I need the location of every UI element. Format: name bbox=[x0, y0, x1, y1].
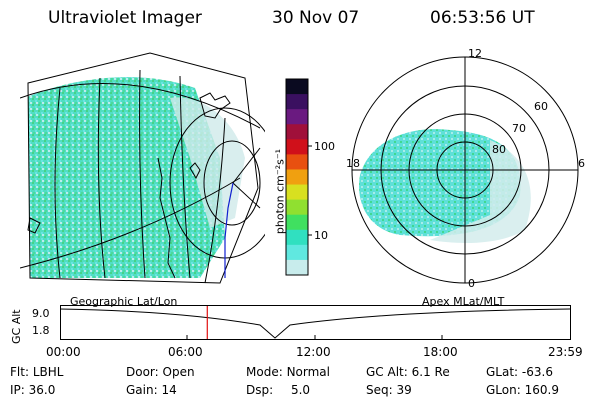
colorbar-cell bbox=[286, 244, 308, 261]
colorbar-cell bbox=[286, 229, 308, 246]
colorbar-cell bbox=[286, 169, 308, 186]
time-tick-1200: 12:00 bbox=[296, 345, 331, 359]
colorbar-cell bbox=[286, 184, 308, 201]
colorbar-cell bbox=[286, 154, 308, 170]
colorbar-cell bbox=[286, 124, 308, 140]
mlat-label-80: 80 bbox=[492, 143, 506, 156]
colorbar-cell bbox=[286, 79, 308, 95]
colorbar-tick-100: 100 bbox=[314, 140, 335, 153]
alt-tick-9: 9.0 bbox=[32, 307, 50, 320]
mlat-label-70: 70 bbox=[512, 122, 526, 135]
colorbar-cell bbox=[286, 139, 308, 155]
gc-alt-axis-label: GC Alt bbox=[10, 309, 23, 344]
alt-tick-1-8: 1.8 bbox=[32, 324, 50, 337]
gc-alt-info: GC Alt: 6.1 Re bbox=[366, 365, 450, 379]
colorbar bbox=[285, 78, 312, 276]
geographic-map bbox=[20, 52, 265, 284]
date-label: 30 Nov 07 bbox=[272, 8, 360, 28]
polar-mlat-mlt-plot bbox=[351, 56, 579, 284]
lat-lon-grid bbox=[20, 52, 265, 284]
colorbar-cell bbox=[286, 109, 308, 125]
instrument-title: Ultraviolet Imager bbox=[48, 8, 202, 28]
polar-grid bbox=[351, 56, 579, 284]
colorbar-cell bbox=[286, 214, 308, 231]
colorbar-cell bbox=[286, 259, 308, 276]
time-tick-0000: 00:00 bbox=[46, 345, 81, 359]
filter-info: Flt: LBHL bbox=[10, 365, 64, 379]
mlt-label-18: 18 bbox=[346, 157, 360, 170]
time-tick-0600: 06:00 bbox=[168, 345, 203, 359]
altitude-plot bbox=[60, 305, 571, 340]
time-tick-2359: 23:59 bbox=[548, 345, 583, 359]
colorbar-unit-label: photon cm⁻²s⁻¹ bbox=[273, 148, 287, 235]
mlt-label-0: 0 bbox=[468, 277, 475, 290]
apex-label: Apex MLat/MLT bbox=[422, 295, 505, 308]
ip-info: IP: 36.0 bbox=[10, 383, 56, 397]
mode-info: Mode: Normal bbox=[246, 365, 330, 379]
gain-info: Gain: 14 bbox=[126, 383, 177, 397]
glon-info: GLon: 160.9 bbox=[486, 383, 559, 397]
mlt-label-12: 12 bbox=[468, 47, 482, 60]
satellite-track bbox=[224, 182, 234, 278]
seq-info: Seq: 39 bbox=[366, 383, 412, 397]
time-label: 06:53:56 UT bbox=[430, 8, 535, 28]
geographic-label: Geographic Lat/Lon bbox=[70, 295, 178, 308]
mlt-label-6: 6 bbox=[578, 157, 585, 170]
time-tick-1800: 18:00 bbox=[423, 345, 458, 359]
colorbar-cell bbox=[286, 199, 308, 216]
door-info: Door: Open bbox=[126, 365, 195, 379]
colorbar-cell bbox=[286, 94, 308, 110]
coastlines bbox=[27, 92, 231, 279]
mlat-label-60: 60 bbox=[534, 100, 548, 113]
altitude-curve bbox=[60, 308, 571, 339]
glat-info: GLat: -63.6 bbox=[486, 365, 553, 379]
colorbar-tick-10: 10 bbox=[314, 229, 328, 242]
dsp-info: Dsp: 5.0 bbox=[246, 383, 311, 397]
